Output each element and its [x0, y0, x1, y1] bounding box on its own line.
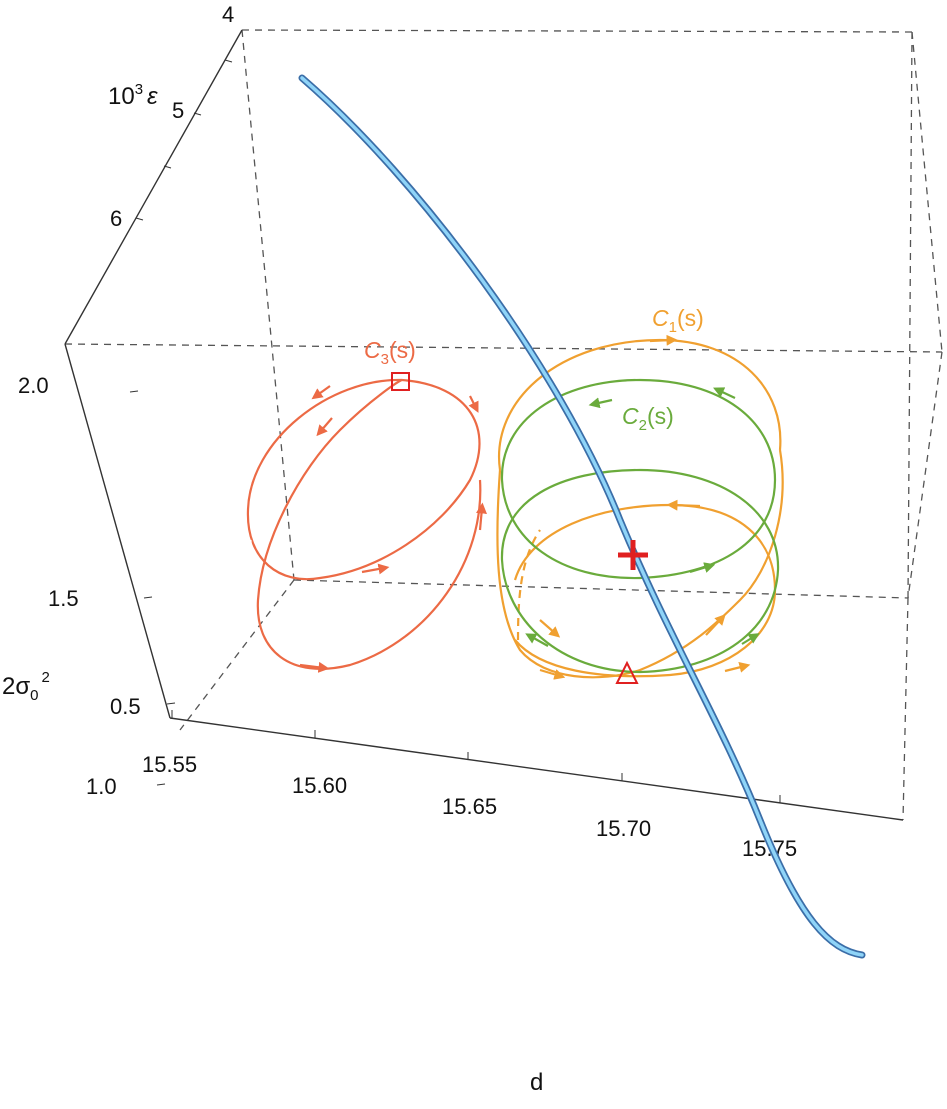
x-tick-label: 15.55 — [142, 752, 197, 777]
c1-arrow-6 — [539, 619, 561, 638]
c2-loop-upper — [500, 378, 777, 580]
y-axis-label-exp: 3 — [135, 81, 143, 98]
x-axis-label: d — [530, 1069, 543, 1096]
y-axis-label: 103 ε — [108, 81, 158, 110]
c2-arrow-5 — [741, 633, 760, 645]
series-c3 — [246, 378, 487, 673]
c1-label: C1(s) — [652, 305, 704, 336]
square-marker — [391, 372, 410, 391]
c3-label: C3(s) — [364, 337, 416, 368]
y-tick-label: 6 — [110, 206, 122, 231]
c3-arrow-4 — [476, 502, 487, 531]
y-tick-labels: 4 5 6 — [110, 2, 234, 231]
z-axis-label: 2σ02 — [2, 669, 50, 704]
z-tick-label: 1.5 — [48, 586, 79, 611]
c2-loop-lower — [500, 468, 780, 674]
c3-arrow-1 — [311, 385, 331, 400]
c3-loop-inner — [256, 378, 482, 670]
c1-arrow-1 — [649, 334, 678, 346]
c1-arrow-4 — [724, 661, 751, 673]
c3-dashed-2 — [453, 419, 472, 441]
c2-arrow-1 — [588, 397, 613, 409]
bounding-box — [64, 29, 943, 821]
c2-arrow-2 — [713, 387, 736, 399]
axis-frame — [64, 29, 904, 821]
z-tick-label: 1.0 — [86, 774, 117, 799]
series-c1 — [496, 334, 784, 680]
x-tick-label: 15.65 — [442, 794, 497, 819]
c1-arrow-5 — [705, 613, 726, 636]
blue-curve-edge — [298, 74, 866, 959]
axis-ticks — [129, 59, 781, 803]
z-axis-label-sub: 0 — [30, 687, 38, 704]
y-axis-label-base: 10 — [108, 83, 135, 110]
z-tick-label: 0.5 — [110, 694, 141, 719]
x-tick-label: 15.70 — [596, 816, 651, 841]
c3-arrow-6 — [299, 661, 330, 673]
c3-dashed — [248, 539, 256, 591]
c1-arrow-2 — [666, 499, 701, 511]
z-tick-labels: 2.0 1.5 1.0 0.5 — [18, 373, 141, 799]
y-axis-label-var: ε — [147, 83, 158, 110]
series-blue-curve — [298, 74, 866, 959]
z-axis-label-base: 2σ — [2, 673, 30, 700]
c1-loop-front — [496, 449, 784, 679]
markers — [391, 372, 648, 684]
plus-marker — [618, 540, 648, 570]
x-tick-labels: 15.55 15.60 15.65 15.70 15.75 — [142, 752, 797, 861]
c1-loop-top-back — [497, 338, 782, 471]
triangle-marker — [615, 660, 639, 684]
c3-arrow-5 — [361, 563, 390, 575]
z-tick-label: 2.0 — [18, 373, 49, 398]
blue-curve-core — [300, 76, 864, 957]
c3-arrow-2 — [316, 417, 333, 437]
c2-arrow-4 — [525, 633, 549, 647]
y-tick-label: 5 — [172, 98, 184, 123]
c1-arrow-3 — [539, 668, 566, 680]
c3-arrow-3 — [468, 395, 479, 413]
y-tick-label: 4 — [222, 2, 234, 27]
c2-label: C2(s) — [622, 403, 674, 434]
c1-dashed — [516, 529, 541, 641]
z-axis-label-exp: 2 — [42, 669, 50, 686]
series-c2 — [500, 378, 780, 674]
x-tick-label: 15.60 — [292, 773, 347, 798]
c2-arrow-3 — [689, 562, 716, 574]
c3-loop-outer — [246, 378, 481, 581]
